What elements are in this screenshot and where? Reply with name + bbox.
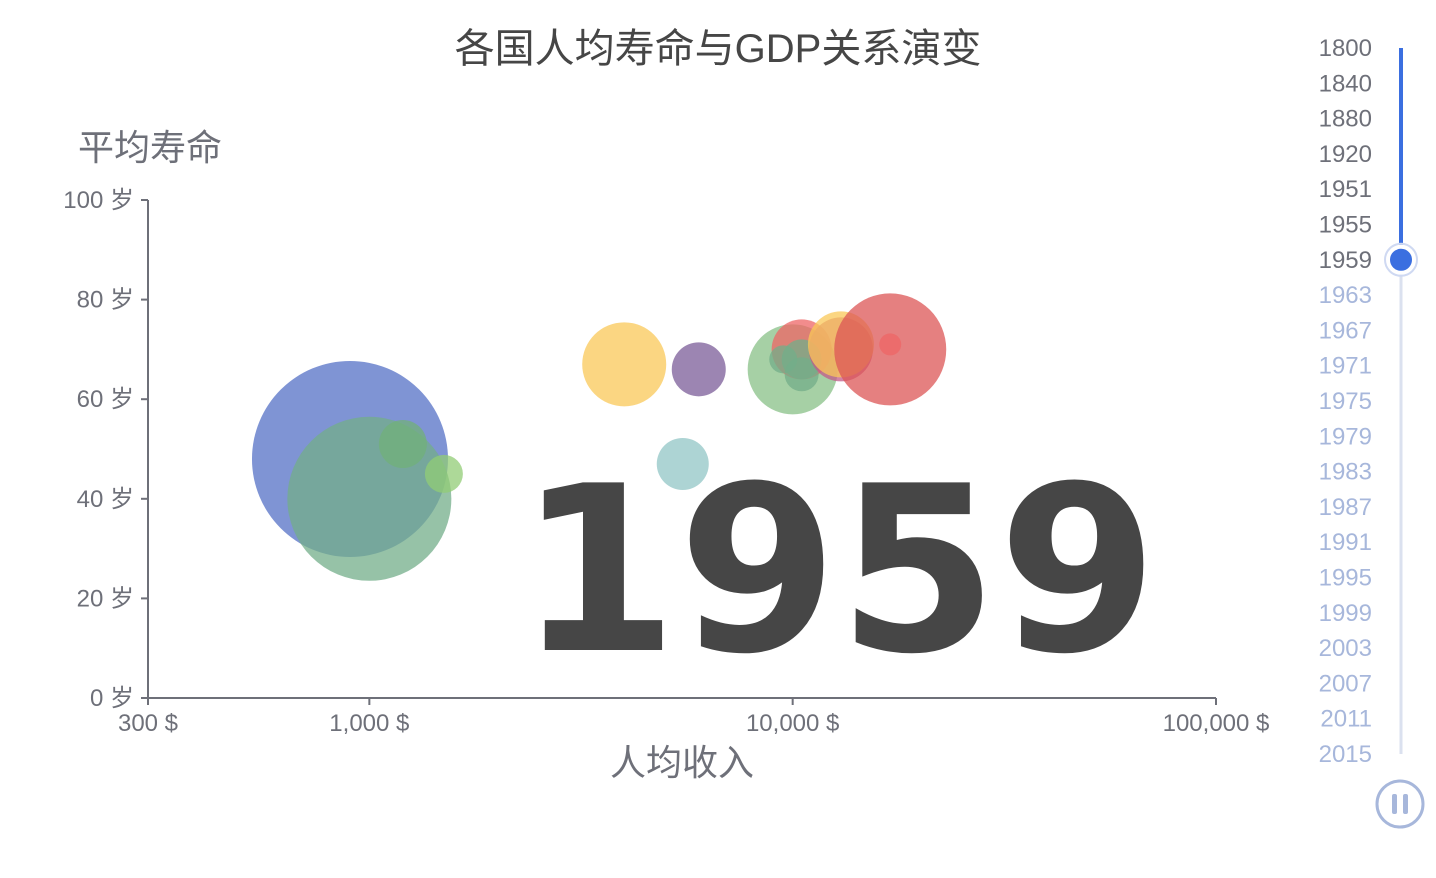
year-timeline[interactable]: 1800 1840 1880 1920 1951 1955 1959 1963 1967 1971… (1319, 35, 1418, 768)
y-tick-label: 80 岁 (77, 287, 134, 314)
timeline-year-label[interactable]: 1995 (1319, 565, 1372, 592)
timeline-year-label[interactable]: 1983 (1319, 459, 1372, 486)
timeline-handle-ring (1384, 242, 1418, 277)
bubble (378, 420, 427, 469)
bubble (784, 357, 819, 392)
timeline-year-label[interactable]: 1991 (1319, 529, 1372, 556)
timeline-year-label[interactable]: 2011 (1320, 706, 1372, 733)
axes: 300 $ 1,000 $ 10,000 $ 100,000 $ 0 岁 20 岁 40 岁… (63, 187, 1269, 737)
y-tick-label: 40 岁 (77, 486, 134, 513)
x-tick-label: 100,000 $ (1163, 710, 1270, 737)
y-tick-label: 20 岁 (77, 585, 134, 612)
timeline-year-label[interactable]: 1840 (1319, 70, 1372, 97)
timeline-year-label[interactable]: 1963 (1319, 282, 1372, 309)
timeline-year-label[interactable]: 1999 (1319, 600, 1372, 627)
bubble-series (251, 293, 947, 581)
y-tick-label: 100 岁 (63, 187, 134, 214)
chart-title: 各国人均寿命与GDP关系演变 (455, 27, 982, 71)
timeline-year-label[interactable]: 1880 (1319, 106, 1372, 133)
timeline-year-label[interactable]: 1971 (1319, 353, 1372, 380)
bubble (879, 333, 902, 356)
x-tick-label: 300 $ (118, 710, 178, 737)
timeline-year-label[interactable]: 1951 (1319, 176, 1372, 203)
timeline-year-label[interactable]: 2003 (1319, 635, 1372, 662)
timeline-year-label[interactable]: 1920 (1319, 141, 1372, 168)
timeline-year-label[interactable]: 1800 (1319, 35, 1372, 62)
timeline-year-label[interactable]: 1979 (1319, 423, 1372, 450)
x-tick-label: 1,000 $ (329, 710, 409, 737)
play-pause-button[interactable] (1375, 779, 1425, 829)
bubble (287, 416, 452, 581)
current-year-label: 1959 (518, 438, 1158, 705)
x-axis-name: 人均收入 (610, 742, 754, 783)
pause-icon (1392, 794, 1408, 814)
y-axis-name: 平均寿命 (78, 127, 222, 168)
timeline-year-label[interactable]: 1987 (1319, 494, 1372, 521)
timeline-year-label[interactable]: 2007 (1319, 670, 1372, 697)
y-tick-label: 60 岁 (77, 386, 134, 413)
x-tick-label: 10,000 $ (746, 710, 839, 737)
timeline-year-label[interactable]: 1959 (1319, 247, 1372, 274)
timeline-handle[interactable] (1386, 244, 1416, 275)
y-tick-label: 0 岁 (90, 685, 134, 712)
timeline-year-label[interactable]: 1975 (1319, 388, 1372, 415)
timeline-year-label[interactable]: 1955 (1319, 212, 1372, 239)
bubble (582, 322, 667, 407)
timeline-year-label[interactable]: 2015 (1319, 741, 1372, 768)
bubble (424, 454, 463, 493)
bubble (671, 342, 726, 397)
timeline-year-label[interactable]: 1967 (1319, 317, 1372, 344)
bubble (656, 437, 709, 490)
